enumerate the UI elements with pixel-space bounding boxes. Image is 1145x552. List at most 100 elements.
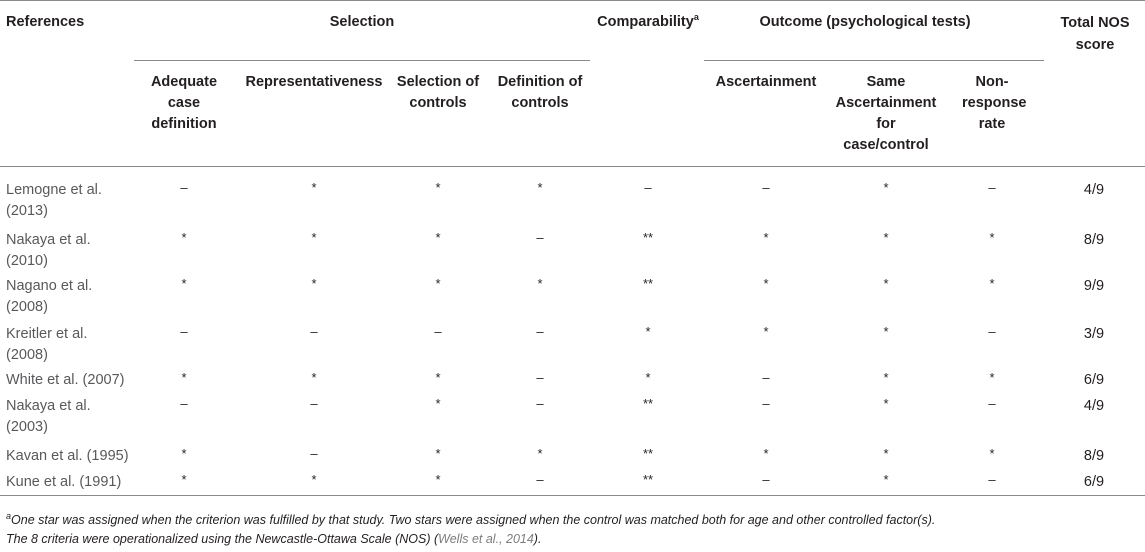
rating-cell: – [762,180,770,195]
outcome-group-rule [704,60,1044,61]
rating-cell: – [536,370,544,385]
reference-cell: Nakaya et al. (2010) [6,232,91,269]
header-same-ascertainment: Same Ascertainment for case/control [835,74,937,153]
footnote-citation-link[interactable]: Wells et al., 2014 [438,532,534,546]
rating-cell: – [180,324,188,339]
rating-cell: – [988,396,996,411]
header-selection: Selection [329,14,395,30]
rating-cell: ** [642,396,654,411]
header-outcome: Outcome (psychological tests) [759,14,971,30]
rating-cell: * [883,324,889,339]
rating-cell: * [645,370,651,385]
rating-cell: – [536,472,544,487]
rating-cell: – [644,180,652,195]
rating-cell: * [311,472,317,487]
total-score-cell: 4/9 [1083,182,1105,198]
rating-cell: – [536,396,544,411]
rating-cell: * [763,276,769,291]
rating-cell: * [181,472,187,487]
rating-cell: * [181,276,187,291]
header-total-score: Total NOS score [1060,15,1130,53]
rating-cell: – [310,446,318,461]
table-top-rule [0,0,1145,1]
rating-cell: – [536,324,544,339]
footnote-line-2: The 8 criteria were operationalized usin… [6,532,542,546]
rating-cell: * [989,230,995,245]
rating-cell: * [181,230,187,245]
header-comparability: Comparabilitya [597,12,699,30]
header-ascertainment: Ascertainment [715,74,817,90]
footnote-line-1: aOne star was assigned when the criterio… [6,510,936,527]
rating-cell: – [988,472,996,487]
rating-cell: * [763,324,769,339]
rating-cell: * [435,180,441,195]
reference-cell: White et al. (2007) [6,372,125,388]
rating-cell: * [311,276,317,291]
rating-cell: * [435,396,441,411]
rating-cell: * [537,446,543,461]
rating-cell: – [180,396,188,411]
header-definition-of-controls: Definition of controls [497,74,583,111]
rating-cell: * [763,230,769,245]
total-score-cell: 6/9 [1083,372,1105,388]
rating-cell: – [762,396,770,411]
reference-cell: Nagano et al. (2008) [6,278,93,315]
total-score-cell: 4/9 [1083,398,1105,414]
header-representativeness: Representativeness [245,74,383,90]
rating-cell: – [988,324,996,339]
rating-cell: * [311,180,317,195]
selection-group-rule [134,60,590,61]
header-selection-of-controls: Selection of controls [396,74,480,111]
rating-cell: ** [642,446,654,461]
rating-cell: * [989,446,995,461]
header-non-response-rate: Non-response rate [962,74,1027,132]
rating-cell: * [537,180,543,195]
rating-cell: ** [642,276,654,291]
rating-cell: * [181,370,187,385]
rating-cell: ** [642,472,654,487]
rating-cell: – [536,230,544,245]
reference-cell: Lemogne et al. (2013) [6,182,102,219]
rating-cell: – [762,472,770,487]
header-references: References [6,14,85,30]
rating-cell: * [181,446,187,461]
total-score-cell: 3/9 [1083,326,1105,342]
rating-cell: * [883,472,889,487]
rating-cell: * [435,446,441,461]
rating-cell: * [989,370,995,385]
rating-cell: * [883,276,889,291]
total-score-cell: 6/9 [1083,474,1105,490]
rating-cell: * [435,472,441,487]
rating-cell: * [311,370,317,385]
rating-cell: * [435,370,441,385]
rating-cell: – [988,180,996,195]
rating-cell: ** [642,230,654,245]
total-score-cell: 9/9 [1083,278,1105,294]
rating-cell: – [434,324,442,339]
rating-cell: – [180,180,188,195]
total-score-cell: 8/9 [1083,448,1105,464]
rating-cell: – [762,370,770,385]
rating-cell: – [310,324,318,339]
header-adequate-case-definition: Adequate case definition [150,74,218,132]
table-bottom-rule [0,495,1145,496]
reference-cell: Nakaya et al. (2003) [6,398,91,435]
rating-cell: * [435,230,441,245]
reference-cell: Kavan et al. (1995) [6,448,129,464]
rating-cell: * [883,396,889,411]
rating-cell: * [883,446,889,461]
rating-cell: * [763,446,769,461]
rating-cell: * [883,230,889,245]
rating-cell: * [311,230,317,245]
rating-cell: * [435,276,441,291]
rating-cell: – [310,396,318,411]
total-score-cell: 8/9 [1083,232,1105,248]
reference-cell: Kune et al. (1991) [6,474,122,490]
rating-cell: * [883,180,889,195]
rating-cell: * [883,370,889,385]
header-bottom-rule [0,166,1145,167]
rating-cell: * [989,276,995,291]
rating-cell: * [537,276,543,291]
reference-cell: Kreitler et al. (2008) [6,326,88,363]
rating-cell: * [645,324,651,339]
